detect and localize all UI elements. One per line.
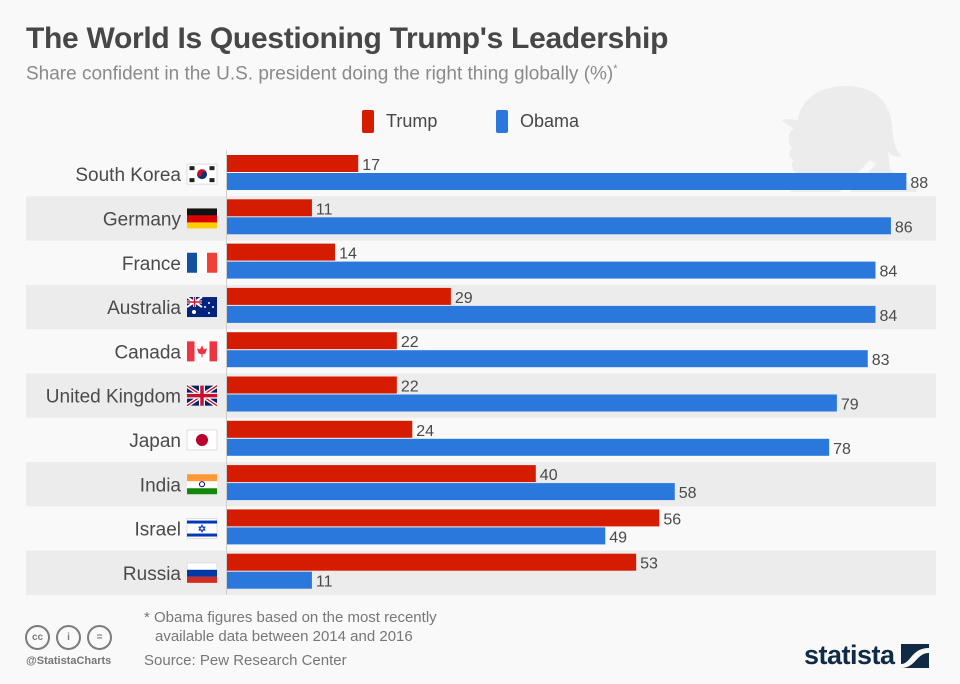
value-label-trump: 53	[640, 556, 658, 573]
france-flag-icon	[187, 252, 217, 273]
statista-logo-text: statista	[804, 640, 895, 670]
category-label: India	[140, 475, 182, 496]
value-label-obama: 11	[316, 574, 333, 591]
category-label: Russia	[123, 564, 182, 585]
bar-obama	[227, 173, 907, 190]
value-label-obama: 78	[833, 441, 851, 458]
israel-flag-icon	[186, 518, 218, 540]
no-derivatives-icon: =	[87, 625, 112, 650]
bar-trump	[227, 553, 637, 571]
attribution-icon: i	[56, 625, 81, 650]
bar-obama	[227, 571, 312, 589]
value-label-trump: 22	[401, 379, 419, 396]
bar-obama	[227, 438, 830, 456]
legend-item-trump: Trump	[362, 110, 437, 133]
germany-flag-icon	[187, 208, 217, 229]
australia-flag-icon	[186, 296, 217, 318]
bar-trump	[227, 243, 336, 261]
bar-obama	[227, 261, 876, 279]
license-icons: cc i =	[25, 625, 112, 650]
legend-swatch-obama	[496, 110, 508, 133]
footnote-line-1: * Obama figures based on the most recent…	[144, 609, 437, 626]
value-label-obama: 83	[872, 352, 890, 369]
subtitle-asterisk: *	[613, 63, 618, 75]
value-label-obama: 86	[895, 219, 913, 236]
bar-obama	[227, 217, 891, 235]
japan-flag-icon	[186, 429, 218, 451]
value-label-trump: 40	[540, 467, 558, 484]
value-label-trump: 24	[416, 423, 434, 440]
value-label-trump: 22	[401, 334, 419, 351]
bar-obama	[227, 394, 837, 412]
bar-trump	[227, 199, 312, 217]
category-label: South Korea	[75, 165, 181, 186]
footnote: * Obama figures based on the most recent…	[144, 608, 437, 646]
category-label: Australia	[107, 298, 181, 319]
bar-obama	[227, 305, 876, 323]
bar-trump	[227, 155, 359, 172]
value-label-trump: 11	[316, 201, 333, 218]
value-label-obama: 84	[879, 264, 897, 281]
bar-trump	[227, 509, 660, 527]
value-label-trump: 17	[362, 157, 380, 174]
subtitle-text: Share confident in the U.S. president do…	[26, 63, 614, 85]
legend-swatch-trump	[362, 110, 374, 133]
legend-label-trump: Trump	[386, 111, 438, 131]
twitter-handle[interactable]: @StatistaCharts	[26, 655, 112, 667]
bar-trump	[227, 376, 397, 394]
category-label: United Kingdom	[46, 387, 181, 408]
bar-trump	[227, 332, 397, 350]
value-label-obama: 49	[609, 529, 627, 546]
legend-label-obama: Obama	[520, 111, 580, 131]
value-label-obama: 84	[879, 308, 897, 325]
bar-obama	[227, 527, 606, 545]
bar-obama	[227, 350, 868, 368]
legend-item-obama: Obama	[496, 110, 579, 133]
category-label: France	[122, 254, 181, 275]
india-flag-icon	[187, 474, 217, 495]
bar-chart: South Korea 17 88 Germany 11 86 France 14 84 Aust…	[26, 150, 936, 595]
value-label-trump: 56	[663, 511, 681, 528]
chart-subtitle: Share confident in the U.S. president do…	[26, 63, 618, 85]
value-label-trump: 29	[455, 290, 473, 307]
south-korea-flag-icon	[186, 163, 218, 185]
value-label-obama: 79	[841, 397, 859, 414]
canada-flag-icon	[187, 341, 217, 362]
category-label: Germany	[103, 209, 182, 230]
category-label: Canada	[114, 342, 181, 363]
value-label-obama: 58	[679, 485, 697, 502]
bar-trump	[227, 420, 413, 438]
statista-logo-icon	[900, 643, 929, 668]
statista-logo[interactable]: statista	[804, 640, 929, 671]
creative-commons-icon: cc	[25, 625, 50, 650]
united-kingdom-flag-icon	[185, 383, 219, 408]
chart-title: The World Is Questioning Trump's Leaders…	[26, 22, 669, 55]
category-label: Japan	[129, 431, 181, 452]
russia-flag-icon	[186, 562, 218, 583]
chart-legend: Trump Obama	[0, 110, 960, 136]
value-label-obama: 88	[910, 175, 928, 192]
bar-obama	[227, 483, 675, 501]
bar-trump	[227, 287, 451, 305]
source-text: Source: Pew Research Center	[144, 652, 347, 669]
footnote-line-2: available data between 2014 and 2016	[155, 628, 413, 645]
value-label-trump: 14	[339, 246, 357, 263]
category-label: Israel	[135, 520, 181, 541]
bar-trump	[227, 465, 536, 483]
